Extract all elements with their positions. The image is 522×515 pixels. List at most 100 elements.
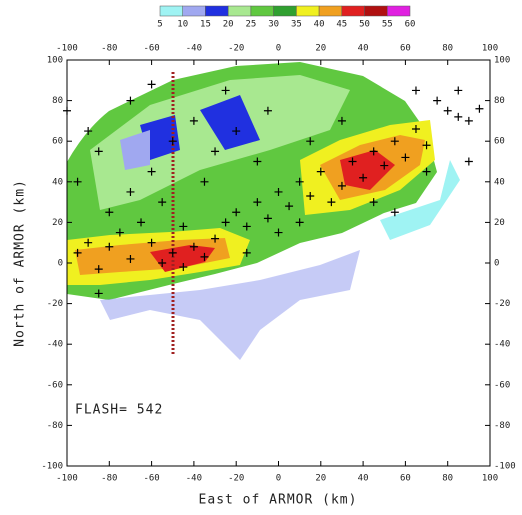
flash-marker bbox=[464, 116, 473, 125]
flash-marker bbox=[232, 127, 241, 136]
flash-marker bbox=[337, 116, 346, 125]
y-tick-label: 60 bbox=[52, 137, 63, 147]
flash-marker bbox=[189, 242, 198, 251]
flash-marker bbox=[443, 106, 452, 115]
flash-marker bbox=[380, 161, 389, 170]
colorbar-swatch bbox=[159, 5, 183, 17]
y-tick-label: 0 bbox=[494, 259, 499, 269]
y-tick-label: -60 bbox=[494, 380, 510, 390]
x-tick-label: -20 bbox=[228, 44, 244, 54]
flash-marker bbox=[211, 234, 220, 243]
x-tick-label: 60 bbox=[400, 474, 411, 484]
flash-marker bbox=[105, 208, 114, 217]
flash-marker bbox=[285, 202, 294, 211]
flash-marker bbox=[221, 218, 230, 227]
x-tick-label: -100 bbox=[56, 44, 78, 54]
colorbar-label: 25 bbox=[245, 20, 256, 30]
colorbar-label: 5 bbox=[157, 20, 162, 30]
colorbar-label: 15 bbox=[200, 20, 211, 30]
colorbar-label: 35 bbox=[291, 20, 302, 30]
x-tick-label: 0 bbox=[276, 474, 281, 484]
flash-marker bbox=[147, 238, 156, 247]
x-tick-label: 20 bbox=[315, 44, 326, 54]
x-tick-label: -100 bbox=[56, 474, 78, 484]
flash-marker bbox=[390, 137, 399, 146]
flash-marker bbox=[390, 208, 399, 217]
colorbar-swatch bbox=[296, 5, 320, 17]
x-tick-label: 0 bbox=[276, 44, 281, 54]
x-tick-label: 40 bbox=[358, 474, 369, 484]
colorbar-swatch bbox=[341, 5, 365, 17]
flash-marker bbox=[84, 238, 93, 247]
flash-marker bbox=[316, 167, 325, 176]
flash-marker bbox=[422, 167, 431, 176]
colorbar-swatch bbox=[250, 5, 274, 17]
flash-marker bbox=[63, 106, 71, 115]
y-tick-label: -100 bbox=[494, 462, 516, 472]
flash-marker bbox=[295, 177, 304, 186]
flash-marker bbox=[454, 112, 463, 121]
colorbar-label: 30 bbox=[268, 20, 279, 30]
flash-marker bbox=[94, 289, 103, 298]
flash-marker bbox=[454, 86, 463, 95]
y-tick-label: 100 bbox=[47, 56, 63, 66]
flash-marker bbox=[422, 141, 431, 150]
flash-marker bbox=[179, 222, 188, 231]
flash-marker bbox=[433, 96, 442, 105]
colorbar-swatch bbox=[273, 5, 297, 17]
flash-marker bbox=[274, 187, 283, 196]
flash-marker bbox=[73, 177, 82, 186]
flash-marker bbox=[242, 248, 251, 257]
x-tick-label: 20 bbox=[315, 474, 326, 484]
flash-marker bbox=[306, 137, 315, 146]
x-tick-label: 80 bbox=[442, 44, 453, 54]
y-tick-label: 40 bbox=[494, 177, 505, 187]
colorbar-label: 20 bbox=[223, 20, 234, 30]
x-tick-label: -80 bbox=[101, 474, 117, 484]
x-tick-label: 60 bbox=[400, 44, 411, 54]
colorbar-swatch bbox=[364, 5, 388, 17]
y-tick-label: -60 bbox=[47, 380, 63, 390]
flash-marker bbox=[200, 252, 209, 261]
y-tick-label: 20 bbox=[52, 218, 63, 228]
flash-marker bbox=[242, 222, 251, 231]
flash-marker bbox=[295, 218, 304, 227]
flash-marker bbox=[168, 137, 177, 146]
colorbar-swatch bbox=[227, 5, 252, 17]
y-tick-label: 60 bbox=[494, 137, 505, 147]
colorbar-label: 50 bbox=[359, 20, 370, 30]
colorbar-swatch bbox=[182, 5, 206, 17]
colorbar-swatch bbox=[387, 5, 411, 17]
flash-marker bbox=[263, 106, 272, 115]
flash-marker bbox=[263, 214, 272, 223]
flash-marker bbox=[168, 248, 177, 257]
flash-marker bbox=[94, 147, 103, 156]
x-tick-label: 100 bbox=[482, 474, 498, 484]
y-tick-label: 80 bbox=[494, 96, 505, 106]
x-tick-label: -80 bbox=[101, 44, 117, 54]
colorbar-label: 45 bbox=[336, 20, 347, 30]
x-tick-label: 80 bbox=[442, 474, 453, 484]
flash-marker bbox=[158, 259, 167, 267]
x-tick-label: 40 bbox=[358, 44, 369, 54]
y-axis-label: North of ARMOR (km) bbox=[13, 179, 28, 347]
colorbar-label: 40 bbox=[314, 20, 325, 30]
flash-marker bbox=[274, 228, 283, 237]
flash-marker bbox=[147, 80, 156, 89]
flash-marker bbox=[84, 127, 93, 136]
y-tick-label: -20 bbox=[494, 299, 510, 309]
flash-marker bbox=[147, 167, 156, 176]
x-tick-label: 100 bbox=[482, 44, 498, 54]
x-tick-label: -60 bbox=[143, 474, 159, 484]
flash-marker bbox=[348, 157, 357, 166]
flash-marker bbox=[211, 147, 220, 156]
flash-marker bbox=[359, 173, 368, 182]
colorbar-label: 60 bbox=[405, 20, 416, 30]
flash-marker bbox=[253, 157, 262, 166]
flash-marker bbox=[401, 153, 410, 162]
flash-marker bbox=[158, 198, 167, 207]
radar-echo bbox=[67, 62, 460, 360]
flash-marker bbox=[200, 177, 209, 186]
flash-marker bbox=[73, 248, 82, 257]
